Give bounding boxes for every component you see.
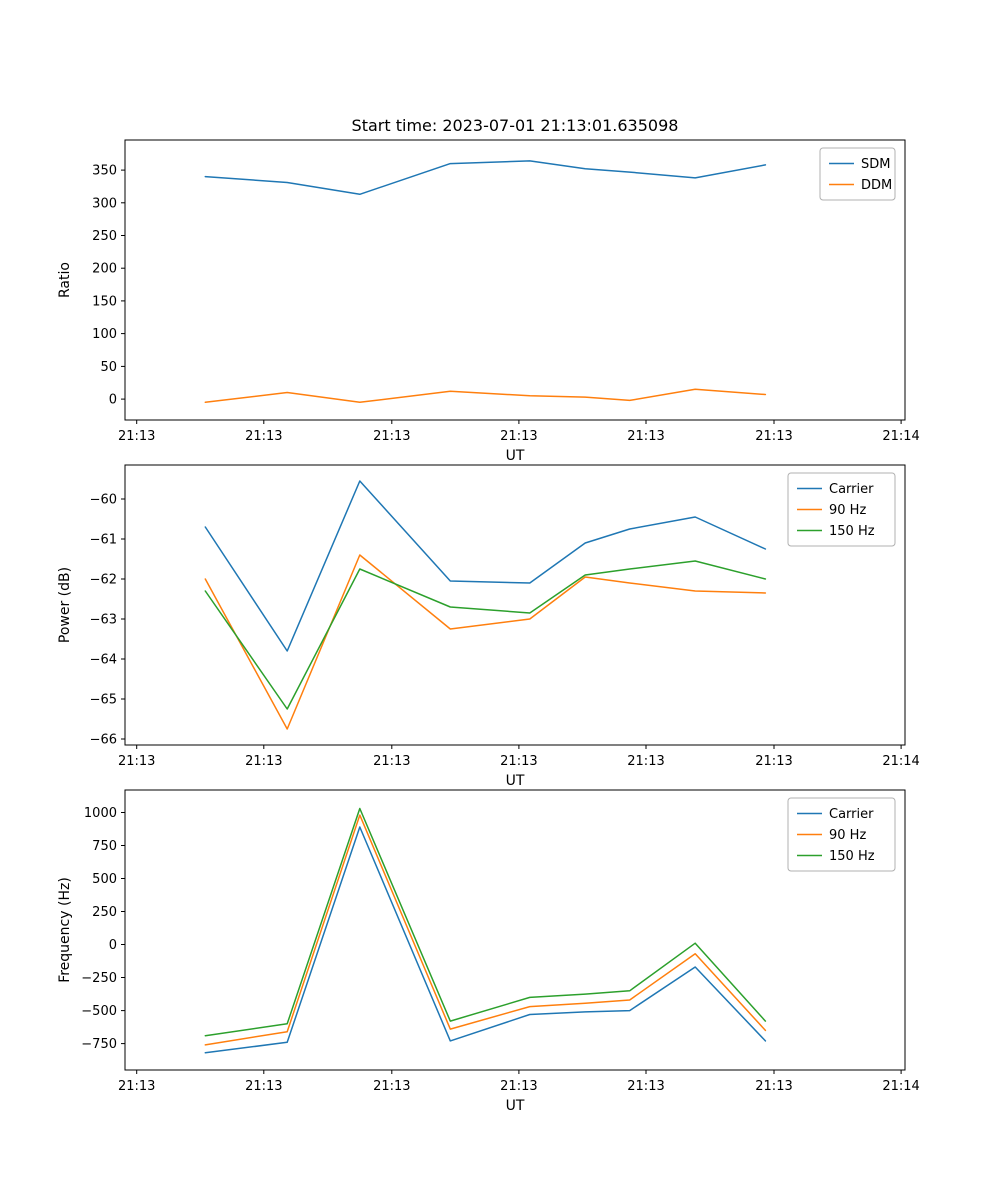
subplot-ratio: 0 50 100 150 200 250 300 350 21:13 21:13 21:13 21:1… bbox=[57, 139, 920, 464]
subplot-frequency: 1000 750 500 250 0 −250 −500 −750 21:13 21:13 21:1… bbox=[57, 789, 920, 1114]
legend-label: 90 Hz bbox=[829, 828, 866, 843]
axes-frame bbox=[124, 139, 906, 421]
series-line-90-hz bbox=[204, 814, 767, 1046]
legend-item-150-hz: 150 Hz bbox=[797, 524, 875, 539]
x-tick-label: 21:13 bbox=[500, 754, 537, 769]
legend: Carrier 90 Hz 150 Hz bbox=[787, 472, 896, 547]
series-line-carrier bbox=[204, 826, 767, 1054]
series-line-90-hz bbox=[204, 554, 767, 730]
series-line-ddm bbox=[204, 388, 767, 404]
x-tick-label: 21:13 bbox=[500, 1079, 537, 1094]
y-tick-label: 0 bbox=[109, 393, 117, 408]
legend-box bbox=[787, 797, 896, 872]
legend-item-90-hz: 90 Hz bbox=[797, 828, 866, 843]
series-line-carrier bbox=[204, 480, 767, 652]
y-tick-label: 50 bbox=[100, 360, 117, 375]
x-tick-label: 21:13 bbox=[245, 1079, 282, 1094]
y-tick-label: 350 bbox=[92, 164, 117, 179]
x-tick-label: 21:13 bbox=[755, 754, 792, 769]
x-axis-label: UT bbox=[506, 448, 525, 464]
y-tick-label: 300 bbox=[92, 196, 117, 211]
y-tick-label: 1000 bbox=[84, 806, 117, 821]
legend: Carrier 90 Hz 150 Hz bbox=[787, 797, 896, 872]
legend-label: Carrier bbox=[829, 482, 874, 497]
x-tick-label: 21:13 bbox=[755, 1079, 792, 1094]
y-tick-label: 250 bbox=[92, 229, 117, 244]
legend-label: 150 Hz bbox=[829, 524, 875, 539]
x-tick-label: 21:13 bbox=[373, 754, 410, 769]
x-axis-label: UT bbox=[506, 773, 525, 789]
legend-item-150-hz: 150 Hz bbox=[797, 849, 875, 864]
y-axis-label: Ratio bbox=[57, 262, 73, 298]
axes-frame bbox=[124, 464, 906, 746]
legend: SDM DDM bbox=[819, 147, 896, 201]
x-tick-label: 21:13 bbox=[627, 429, 664, 444]
x-tick-label: 21:13 bbox=[627, 1079, 664, 1094]
y-tick-label: −66 bbox=[90, 733, 117, 748]
legend-item-sdm: SDM bbox=[829, 157, 890, 172]
y-tick-label: −64 bbox=[90, 653, 117, 668]
legend-label: 90 Hz bbox=[829, 503, 866, 518]
x-tick-label: 21:14 bbox=[882, 429, 919, 444]
legend-label: 150 Hz bbox=[829, 849, 875, 864]
y-tick-label: 0 bbox=[109, 938, 117, 953]
figure-title: Start time: 2023-07-01 21:13:01.635098 bbox=[351, 116, 679, 135]
y-tick-label: 200 bbox=[92, 262, 117, 277]
y-axis-label: Frequency (Hz) bbox=[57, 877, 73, 983]
x-tick-label: 21:14 bbox=[882, 1079, 919, 1094]
y-tick-label: −60 bbox=[90, 493, 117, 508]
x-tick-label: 21:13 bbox=[118, 1079, 155, 1094]
x-tick-label: 21:13 bbox=[118, 754, 155, 769]
legend-item-ddm: DDM bbox=[829, 178, 892, 193]
y-axis-label: Power (dB) bbox=[57, 567, 73, 643]
x-tick-label: 21:13 bbox=[627, 754, 664, 769]
x-tick-label: 21:13 bbox=[500, 429, 537, 444]
y-tick-label: 100 bbox=[92, 327, 117, 342]
y-tick-label: −63 bbox=[90, 613, 117, 628]
legend-label: Carrier bbox=[829, 807, 874, 822]
y-tick-label: −750 bbox=[81, 1037, 117, 1052]
series-line-150-hz bbox=[204, 560, 767, 710]
y-tick-label: −500 bbox=[81, 1004, 117, 1019]
series-line-150-hz bbox=[204, 807, 767, 1037]
y-tick-label: −65 bbox=[90, 693, 117, 708]
legend-label: DDM bbox=[861, 178, 892, 193]
legend-item-90-hz: 90 Hz bbox=[797, 503, 866, 518]
x-tick-label: 21:13 bbox=[373, 1079, 410, 1094]
x-axis-label: UT bbox=[506, 1098, 525, 1114]
y-tick-label: −62 bbox=[90, 573, 117, 588]
legend-item-carrier: Carrier bbox=[797, 807, 874, 822]
legend-box bbox=[787, 472, 896, 547]
x-tick-label: 21:13 bbox=[755, 429, 792, 444]
x-tick-label: 21:14 bbox=[882, 754, 919, 769]
y-tick-label: 750 bbox=[92, 839, 117, 854]
x-tick-label: 21:13 bbox=[373, 429, 410, 444]
y-tick-label: −61 bbox=[90, 533, 117, 548]
axes-frame bbox=[124, 789, 906, 1071]
x-tick-label: 21:13 bbox=[245, 754, 282, 769]
y-tick-label: 500 bbox=[92, 872, 117, 887]
y-tick-label: 250 bbox=[92, 905, 117, 920]
legend-item-carrier: Carrier bbox=[797, 482, 874, 497]
series-line-sdm bbox=[204, 160, 767, 196]
y-tick-label: −250 bbox=[81, 971, 117, 986]
y-tick-label: 150 bbox=[92, 294, 117, 309]
legend-box bbox=[819, 147, 896, 201]
x-tick-label: 21:13 bbox=[245, 429, 282, 444]
legend-label: SDM bbox=[861, 157, 890, 172]
x-tick-label: 21:13 bbox=[118, 429, 155, 444]
